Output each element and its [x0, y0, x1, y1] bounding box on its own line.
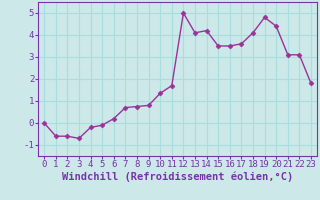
X-axis label: Windchill (Refroidissement éolien,°C): Windchill (Refroidissement éolien,°C): [62, 172, 293, 182]
